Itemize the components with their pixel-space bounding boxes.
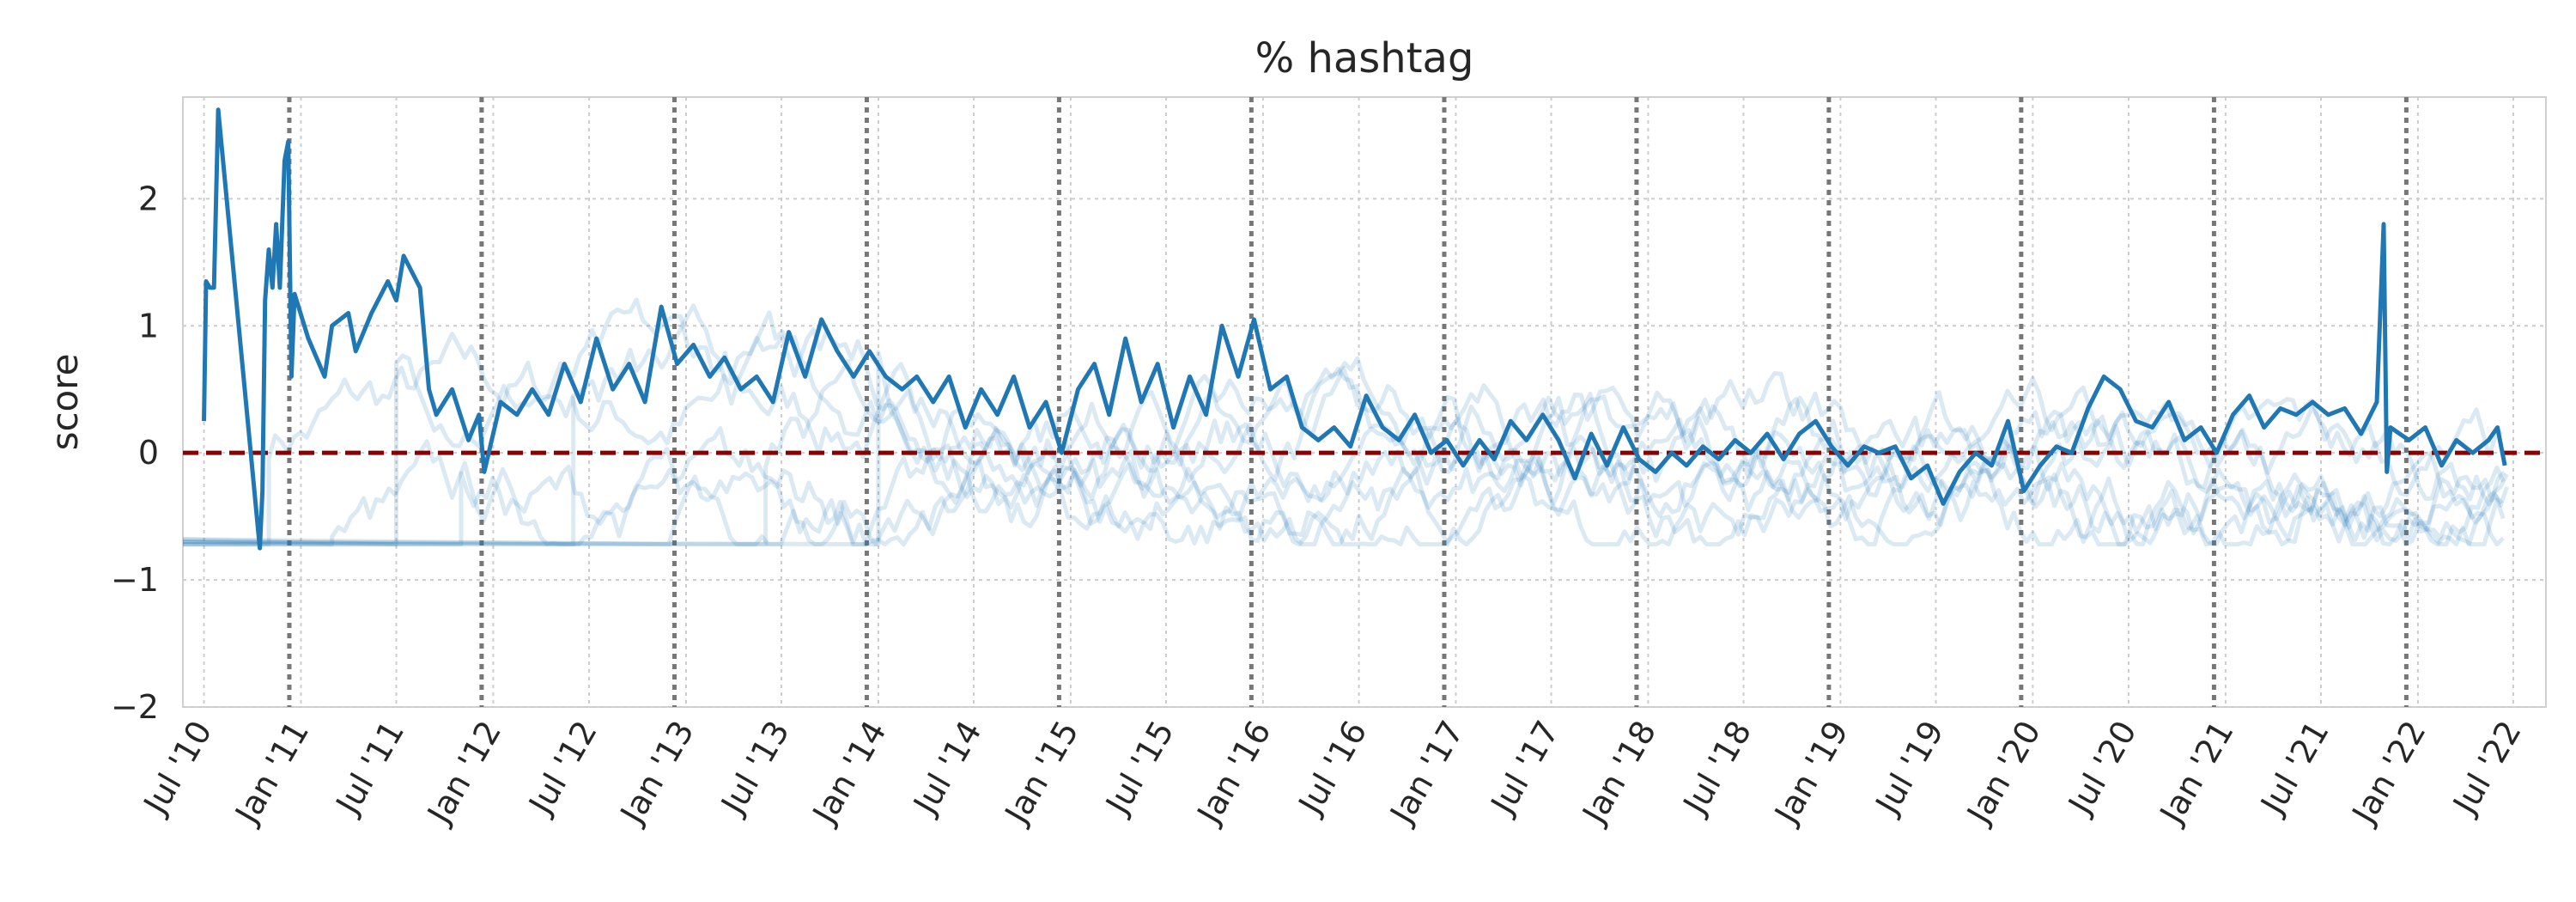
x-tick-label: Jan '21 [2152,715,2241,832]
y-tick-label: −2 [111,688,159,726]
x-tick-label: Jul '11 [328,715,411,822]
x-tick-label: Jan '19 [1766,715,1856,832]
grid [183,97,2546,708]
background-series-line [182,350,2506,547]
x-tick-label: Jul '22 [2445,715,2528,822]
x-tick-label: Jul '16 [1291,715,1374,822]
background-series-line [182,445,2506,547]
background-series-line [182,303,2504,547]
y-tick-label: 2 [138,180,159,217]
background-series-line [183,426,2506,547]
x-tick-label: Jul '21 [2252,715,2336,822]
background-series-line [182,435,2509,547]
y-tick-label: −1 [111,561,159,599]
background-series-line [183,358,2506,547]
x-tick-label: Jan '16 [1189,715,1279,832]
x-tick-label: Jul '19 [1868,715,1951,822]
x-tick-label: Jan '12 [419,715,508,832]
x-tick-label: Jul '12 [520,715,604,822]
x-tick-label: Jan '17 [1382,715,1471,832]
x-tick-label: Jan '18 [1574,715,1663,832]
y-axis-label: score [44,354,86,451]
y-tick-label: 0 [138,434,159,472]
x-tick-label: Jul '15 [1097,715,1181,822]
main-series-line [202,107,2507,551]
event-lines [287,97,2409,707]
x-tick-label: Jul '20 [2060,715,2143,822]
x-tick-label: Jan '22 [2344,715,2433,832]
x-tick-label: Jul '17 [1483,715,1566,822]
chart-title: % hashtag [1255,34,1474,82]
x-tick-label: Jan '15 [997,715,1086,832]
x-tick-label: Jul '14 [905,715,988,822]
x-tick-label: Jan '14 [805,715,894,832]
x-tick-label: Jan '13 [612,715,702,832]
x-tick-label: Jul '10 [136,715,219,822]
main-series [202,107,2507,551]
y-axis-ticks: −2 −1 0 1 2 [111,180,159,726]
x-tick-label: Jan '11 [227,715,316,832]
x-tick-label: Jul '13 [713,714,796,821]
x-tick-label: Jan '20 [1959,715,2048,832]
x-tick-label: Jul '18 [1675,715,1759,822]
x-axis-ticks: Jul '10 Jan '11 Jul '11 Jan '12 Jul '12 Jan '… [136,714,2529,831]
y-tick-label: 1 [138,307,159,344]
